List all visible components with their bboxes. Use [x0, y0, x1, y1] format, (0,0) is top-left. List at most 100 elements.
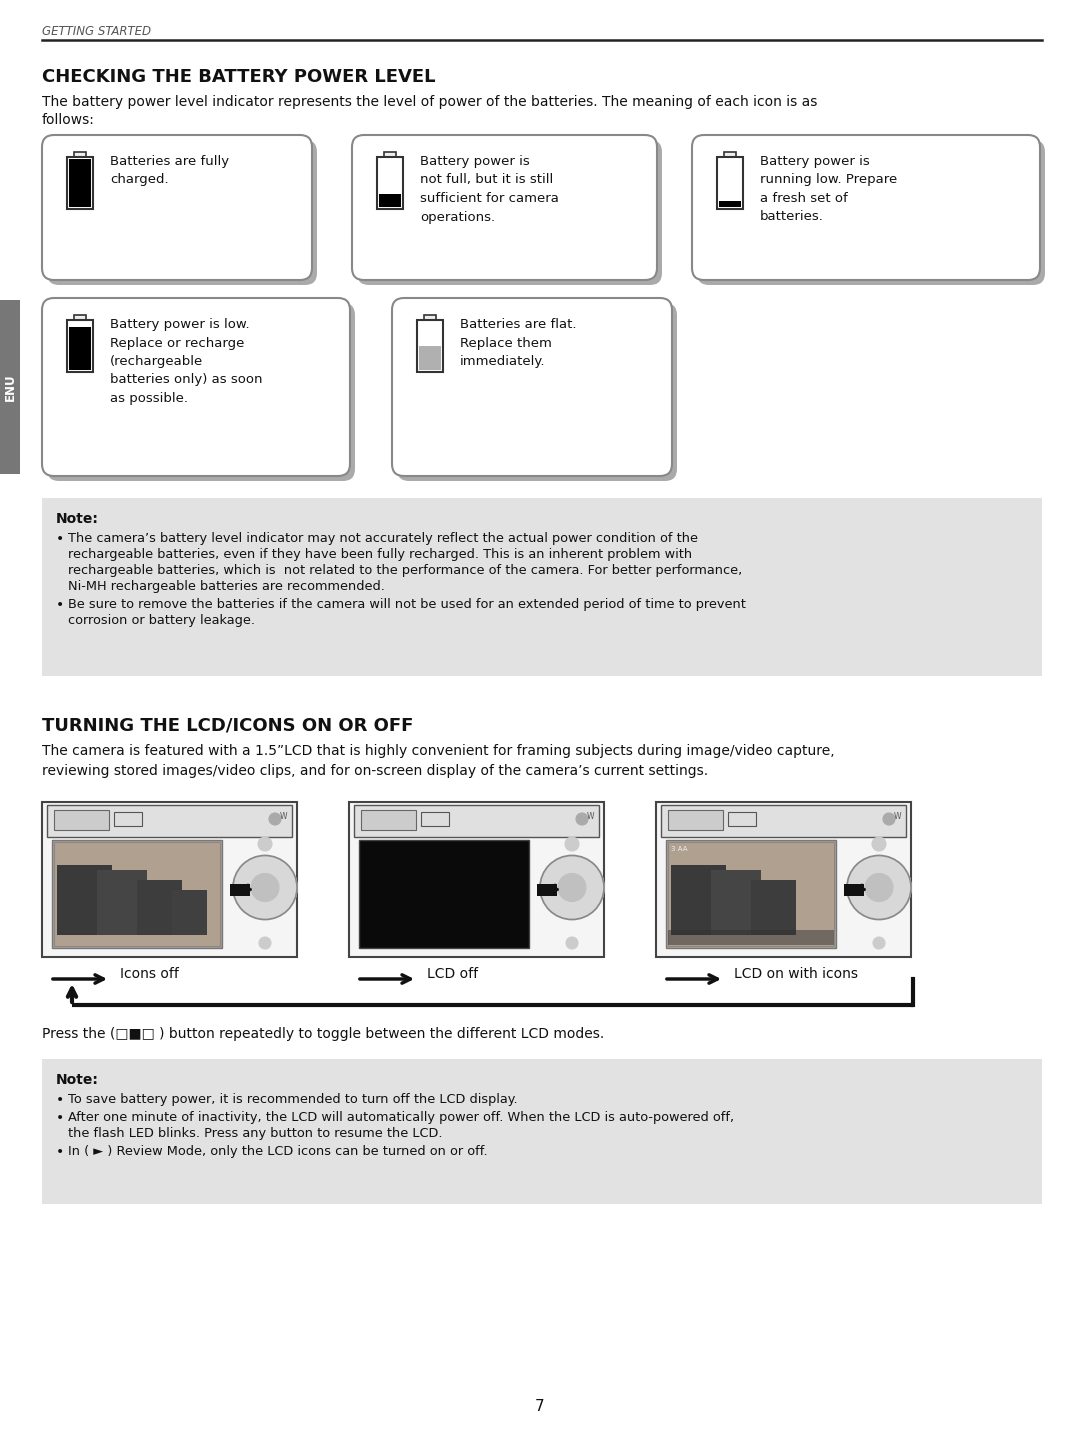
Text: In ( ► ) Review Mode, only the LCD icons can be turned on or off.: In ( ► ) Review Mode, only the LCD icons…	[68, 1144, 488, 1157]
Text: Battery power is
not full, but it is still
sufficient for camera
operations.: Battery power is not full, but it is sti…	[420, 156, 558, 224]
Text: CHECKING THE BATTERY POWER LEVEL: CHECKING THE BATTERY POWER LEVEL	[42, 68, 435, 86]
Bar	[671, 865, 726, 935]
Bar	[54, 842, 220, 947]
Bar	[728, 811, 756, 826]
Text: rechargeable batteries, even if they have been fully recharged. This is an inher: rechargeable batteries, even if they hav…	[68, 548, 692, 561]
Bar	[711, 869, 761, 935]
Bar	[172, 890, 207, 935]
Text: The battery power level indicator represents the level of power of the batteries: The battery power level indicator repres…	[42, 95, 818, 109]
FancyBboxPatch shape	[397, 302, 677, 481]
Circle shape	[883, 813, 895, 824]
Bar	[669, 931, 834, 945]
Bar	[52, 840, 222, 948]
Text: •: •	[56, 532, 64, 547]
Bar	[137, 880, 183, 935]
Text: •: •	[56, 598, 64, 612]
Bar	[669, 810, 723, 830]
Circle shape	[269, 813, 281, 824]
FancyBboxPatch shape	[357, 140, 662, 285]
Bar	[69, 327, 91, 369]
Bar	[537, 884, 557, 896]
Circle shape	[576, 813, 588, 824]
Bar	[0, 300, 21, 474]
FancyBboxPatch shape	[697, 140, 1045, 285]
Bar	[656, 803, 912, 957]
Text: 3 AA: 3 AA	[671, 846, 688, 852]
Bar	[717, 157, 743, 209]
Text: Batteries are fully
charged.: Batteries are fully charged.	[110, 156, 229, 186]
Circle shape	[233, 855, 297, 919]
FancyBboxPatch shape	[42, 135, 312, 281]
Circle shape	[251, 874, 279, 901]
Bar	[666, 840, 836, 948]
FancyBboxPatch shape	[48, 302, 355, 481]
Circle shape	[258, 838, 272, 851]
Bar	[419, 346, 441, 369]
Circle shape	[558, 874, 586, 901]
Bar	[42, 499, 1042, 676]
Text: corrosion or battery leakage.: corrosion or battery leakage.	[68, 614, 255, 627]
Bar	[230, 884, 249, 896]
Text: Battery power is low.
Replace or recharge
(rechargeable
batteries only) as soon
: Battery power is low. Replace or recharg…	[110, 318, 262, 406]
Bar	[67, 320, 93, 372]
Text: After one minute of inactivity, the LCD will automatically power off. When the L: After one minute of inactivity, the LCD …	[68, 1111, 734, 1124]
FancyBboxPatch shape	[352, 135, 657, 281]
Bar	[669, 842, 834, 947]
FancyBboxPatch shape	[42, 298, 350, 475]
Bar	[75, 316, 85, 320]
Text: The camera is featured with a 1.5”LCD that is highly convenient for framing subj: The camera is featured with a 1.5”LCD th…	[42, 744, 835, 778]
FancyBboxPatch shape	[48, 140, 318, 285]
Bar	[377, 157, 403, 209]
Bar	[42, 803, 297, 957]
Bar	[67, 157, 93, 209]
Bar	[719, 201, 741, 206]
Text: Be sure to remove the batteries if the camera will not be used for an extended p: Be sure to remove the batteries if the c…	[68, 598, 746, 611]
Bar	[424, 316, 436, 320]
Text: The camera’s battery level indicator may not accurately reflect the actual power: The camera’s battery level indicator may…	[68, 532, 698, 545]
Bar	[48, 806, 292, 838]
Bar	[75, 153, 85, 157]
Text: W: W	[280, 811, 287, 822]
Text: Battery power is
running low. Prepare
a fresh set of
batteries.: Battery power is running low. Prepare a …	[760, 156, 897, 224]
Bar	[661, 806, 906, 838]
Circle shape	[540, 855, 604, 919]
Text: Ni-MH rechargeable batteries are recommended.: Ni-MH rechargeable batteries are recomme…	[68, 580, 384, 593]
Text: rechargeable batteries, which is  not related to the performance of the camera. : rechargeable batteries, which is not rel…	[68, 564, 742, 577]
Text: W: W	[893, 811, 901, 822]
Text: LCD off: LCD off	[427, 967, 478, 981]
Circle shape	[259, 936, 271, 949]
Text: •: •	[56, 1144, 64, 1159]
Text: W: W	[586, 811, 594, 822]
FancyBboxPatch shape	[392, 298, 672, 475]
Circle shape	[565, 838, 579, 851]
Bar	[349, 803, 604, 957]
Bar	[725, 153, 735, 157]
Text: •: •	[56, 1111, 64, 1125]
Text: Batteries are flat.
Replace them
immediately.: Batteries are flat. Replace them immedia…	[460, 318, 577, 368]
Bar	[97, 869, 147, 935]
Text: To save battery power, it is recommended to turn off the LCD display.: To save battery power, it is recommended…	[68, 1093, 517, 1106]
Bar	[359, 840, 529, 948]
Text: Note:: Note:	[56, 512, 99, 526]
Bar	[361, 810, 416, 830]
Text: ENU: ENU	[3, 374, 16, 401]
Bar	[379, 193, 401, 206]
Circle shape	[872, 838, 886, 851]
Bar	[751, 880, 796, 935]
Circle shape	[847, 855, 912, 919]
Bar	[114, 811, 141, 826]
Bar	[384, 153, 396, 157]
Bar	[54, 810, 109, 830]
Text: Icons off: Icons off	[120, 967, 179, 981]
Circle shape	[566, 936, 578, 949]
Text: LCD on with icons: LCD on with icons	[734, 967, 858, 981]
Text: Press the (□■□ ) button repeatedly to toggle between the different LCD modes.: Press the (□■□ ) button repeatedly to to…	[42, 1027, 604, 1041]
Circle shape	[873, 936, 885, 949]
Bar	[42, 1059, 1042, 1204]
Circle shape	[865, 874, 893, 901]
Bar	[69, 158, 91, 206]
Bar	[417, 320, 443, 372]
Text: TURNING THE LCD/ICONS ON OR OFF: TURNING THE LCD/ICONS ON OR OFF	[42, 715, 414, 734]
Bar	[843, 884, 864, 896]
FancyBboxPatch shape	[692, 135, 1040, 281]
